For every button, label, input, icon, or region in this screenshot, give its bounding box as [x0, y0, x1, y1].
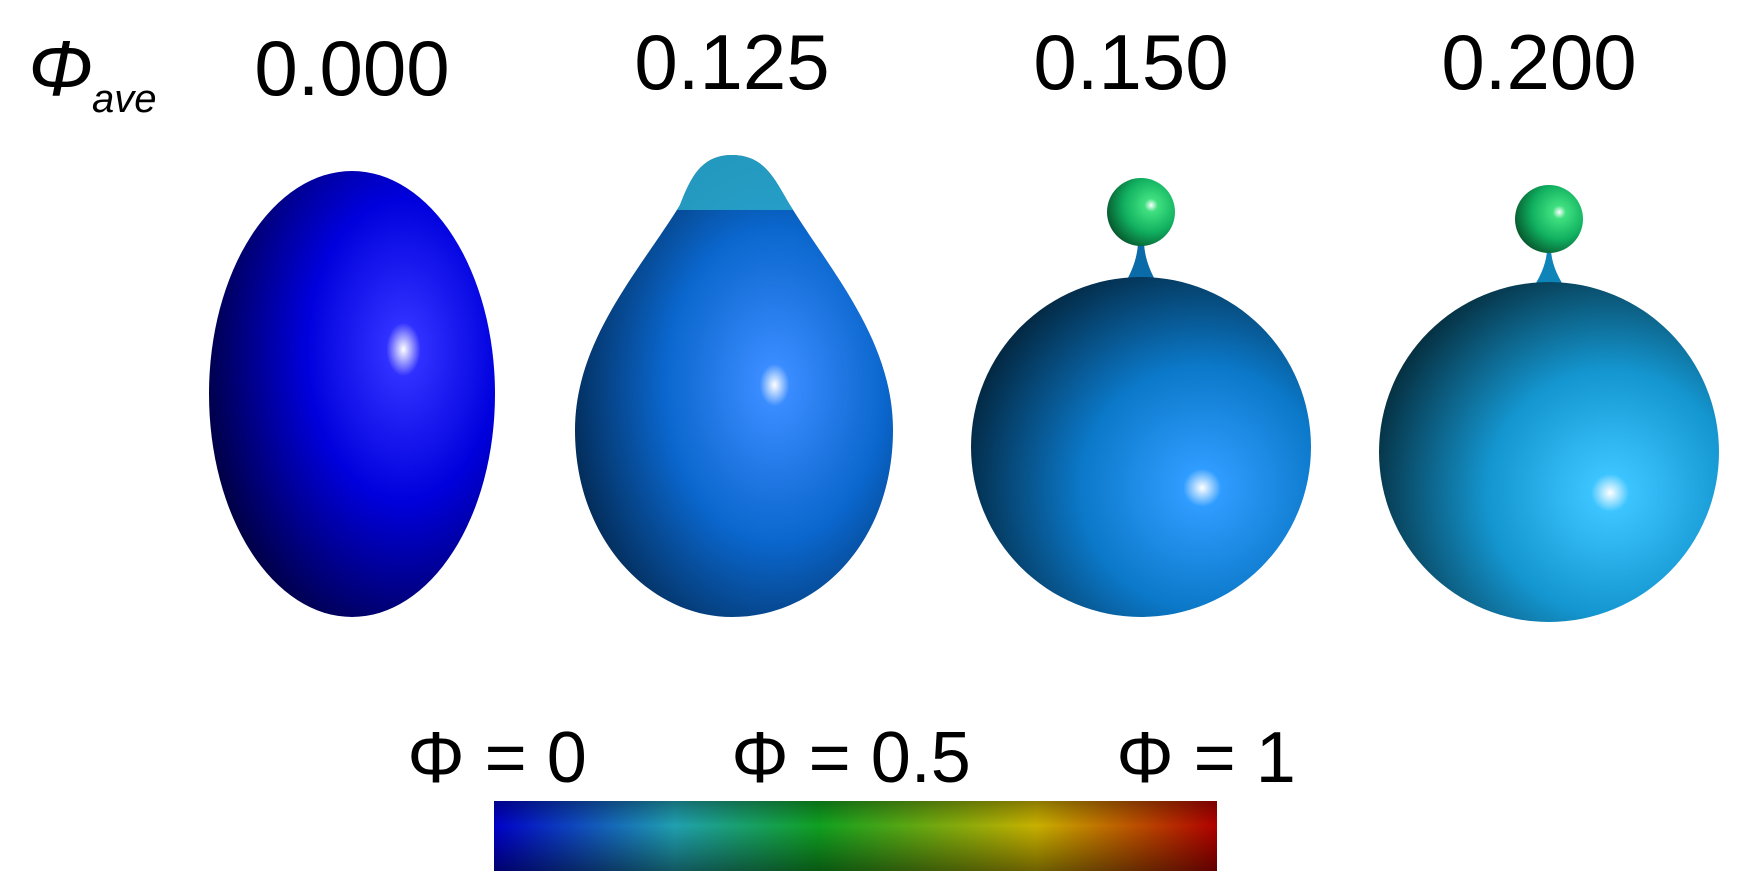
vesicle	[1379, 185, 1719, 622]
panel-label: 0.125	[634, 18, 829, 106]
panel-label: 0.200	[1441, 18, 1636, 106]
colorbar-label: Φ = 0	[407, 718, 587, 798]
panel-label: 0.150	[1033, 18, 1228, 106]
vesicle	[209, 171, 495, 617]
vesicle	[971, 178, 1311, 617]
phi-symbol: Φ	[28, 24, 93, 112]
colorbar-shade	[494, 801, 1217, 871]
colorbar-label: Φ = 0.5	[731, 718, 971, 798]
panel-label: 0.000	[254, 24, 449, 112]
colorbar-label: Φ = 1	[1116, 718, 1296, 798]
vesicle	[575, 155, 893, 617]
phi-subscript: ave	[92, 77, 157, 121]
